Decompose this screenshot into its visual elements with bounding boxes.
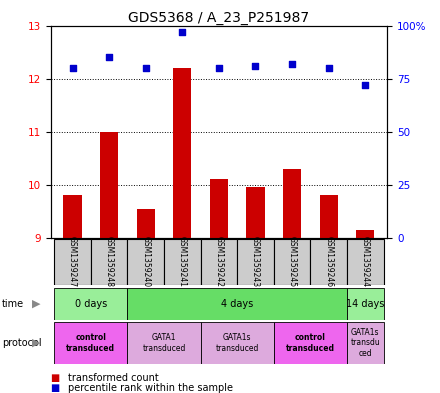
Point [325,65,332,71]
Point [362,82,369,88]
Bar [201,239,237,285]
Text: 4 days: 4 days [221,299,253,309]
Bar [128,239,164,285]
Point [142,65,149,71]
Text: GATA1
transduced: GATA1 transduced [142,333,186,353]
Bar [246,187,264,238]
Point [106,54,113,61]
Text: transformed count: transformed count [68,373,159,383]
Bar [128,322,201,364]
Bar [63,195,82,238]
Point [216,65,223,71]
Bar [310,239,347,285]
Bar [128,288,347,320]
Text: GSM1359247: GSM1359247 [68,236,77,287]
Bar [54,239,91,285]
Text: protocol: protocol [2,338,42,348]
Text: 0 days: 0 days [75,299,107,309]
Point [252,63,259,69]
Text: ▶: ▶ [32,338,40,348]
Text: control
transduced: control transduced [66,333,115,353]
Text: control
transduced: control transduced [286,333,335,353]
Bar [347,239,384,285]
Point [69,65,76,71]
Bar [201,322,274,364]
Text: percentile rank within the sample: percentile rank within the sample [68,383,233,393]
Bar [347,288,384,320]
Text: ■: ■ [51,373,60,383]
Text: GSM1359245: GSM1359245 [288,236,297,287]
Bar [54,322,128,364]
Text: 14 days: 14 days [346,299,385,309]
Text: GSM1359240: GSM1359240 [141,236,150,287]
Text: GSM1359242: GSM1359242 [214,236,224,287]
Bar [356,230,374,238]
Bar [91,239,128,285]
Bar [136,209,155,238]
Point [179,29,186,35]
Bar [319,195,338,238]
Text: GATA1s
transduced: GATA1s transduced [216,333,259,353]
Text: GSM1359246: GSM1359246 [324,236,333,287]
Bar [173,68,191,238]
Bar [100,132,118,238]
Bar [347,322,384,364]
Bar [164,239,201,285]
Bar [237,239,274,285]
Text: time: time [2,299,24,309]
Text: ▶: ▶ [32,299,40,309]
Title: GDS5368 / A_23_P251987: GDS5368 / A_23_P251987 [128,11,309,24]
Text: GSM1359248: GSM1359248 [105,236,114,287]
Bar [210,179,228,238]
Bar [274,239,310,285]
Point [289,61,296,67]
Bar [283,169,301,238]
Bar [274,322,347,364]
Text: GSM1359244: GSM1359244 [361,236,370,287]
Text: GSM1359241: GSM1359241 [178,236,187,287]
Text: ■: ■ [51,383,60,393]
Text: GATA1s
transdu
ced: GATA1s transdu ced [350,328,380,358]
Bar [54,288,128,320]
Text: GSM1359243: GSM1359243 [251,236,260,287]
